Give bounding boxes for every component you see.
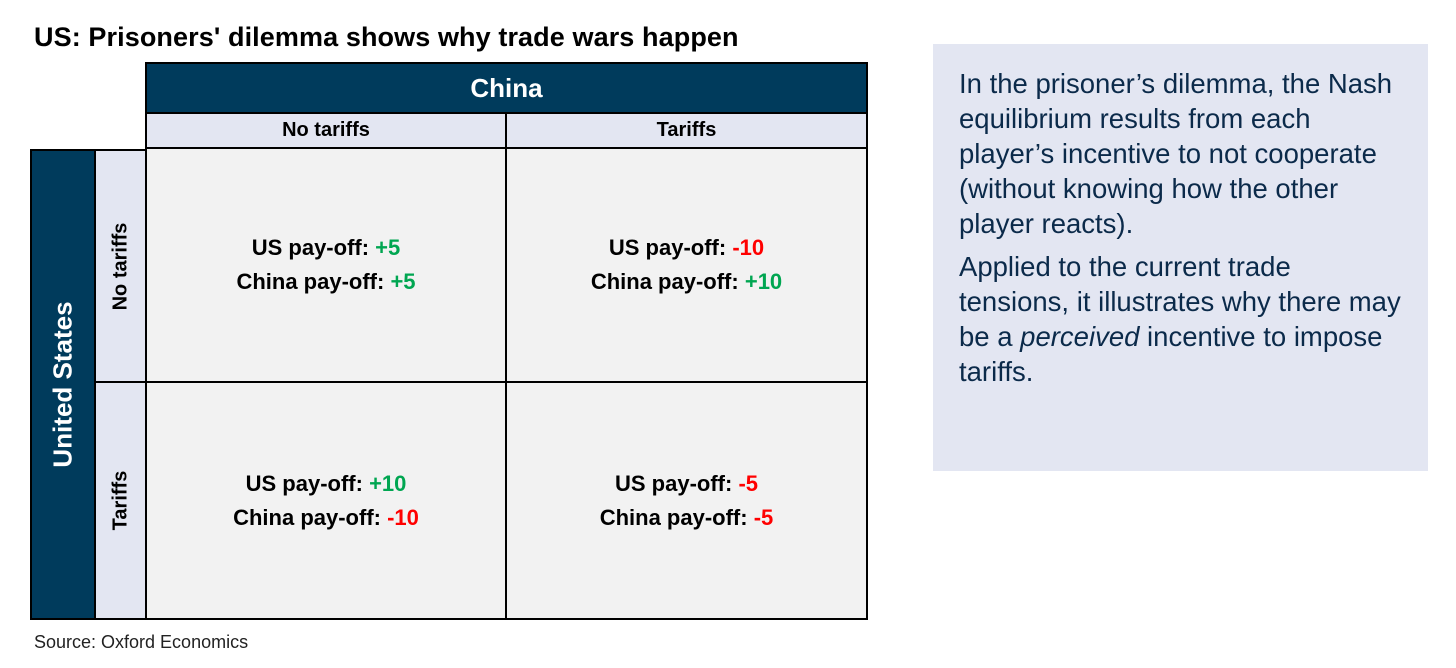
row-player-header: United States: [30, 149, 96, 620]
row-player-label: United States: [47, 301, 78, 468]
us-payoff-line: US pay-off: +5: [251, 235, 401, 260]
explanation-paragraph-1: In the prisoner’s dilemma, the Nash equi…: [959, 68, 1393, 239]
us-payoff-value: -5: [738, 470, 758, 496]
china-payoff-line: China pay-off: -10: [233, 504, 419, 530]
row-header-no-tariffs: No tariffs: [96, 149, 147, 383]
us-payoff-value: +5: [375, 235, 401, 260]
row-header-tariffs: Tariffs: [96, 381, 147, 620]
payoff-cell-tariffs-tariffs: US pay-off: -5 China pay-off: -5: [505, 381, 868, 620]
us-payoff-value: +10: [369, 470, 407, 496]
column-header-no-tariffs: No tariffs: [145, 114, 507, 149]
payoff-cell-no-tariffs-tariffs: US pay-off: -10 China pay-off: +10: [505, 147, 868, 383]
payoff-matrix: China No tariffs Tariffs United States N…: [30, 62, 870, 620]
explanation-box: In the prisoner’s dilemma, the Nash equi…: [933, 44, 1428, 471]
emphasis-perceived: perceived: [1020, 321, 1140, 352]
row-header-label: No tariffs: [109, 222, 132, 310]
payoff-cell-tariffs-no-tariffs: US pay-off: +10 China pay-off: -10: [145, 381, 507, 620]
us-payoff-line: US pay-off: -10: [608, 235, 765, 260]
china-payoff-value: +5: [390, 269, 416, 294]
china-payoff-value: -5: [753, 504, 774, 530]
us-payoff-value: -10: [732, 235, 765, 260]
page-title: US: Prisoners' dilemma shows why trade w…: [34, 22, 739, 52]
china-payoff-value: +10: [744, 269, 783, 294]
column-player-header: China: [145, 62, 868, 114]
china-payoff-line: China pay-off: -5: [599, 504, 774, 530]
row-header-label: Tariffs: [109, 470, 132, 531]
china-payoff-value: -10: [387, 504, 419, 530]
china-payoff-line: China pay-off: +10: [590, 269, 783, 294]
us-payoff-line: US pay-off: -5: [614, 470, 758, 496]
source-note: Source: Oxford Economics: [34, 632, 249, 652]
payoff-cell-no-tariffs-no-tariffs: US pay-off: +5 China pay-off: +5: [145, 147, 507, 383]
explanation-paragraph-2: Applied to the current trade tensions, i…: [959, 251, 1401, 387]
china-payoff-line: China pay-off: +5: [236, 269, 416, 294]
column-header-tariffs: Tariffs: [505, 114, 868, 149]
us-payoff-line: US pay-off: +10: [245, 470, 407, 496]
